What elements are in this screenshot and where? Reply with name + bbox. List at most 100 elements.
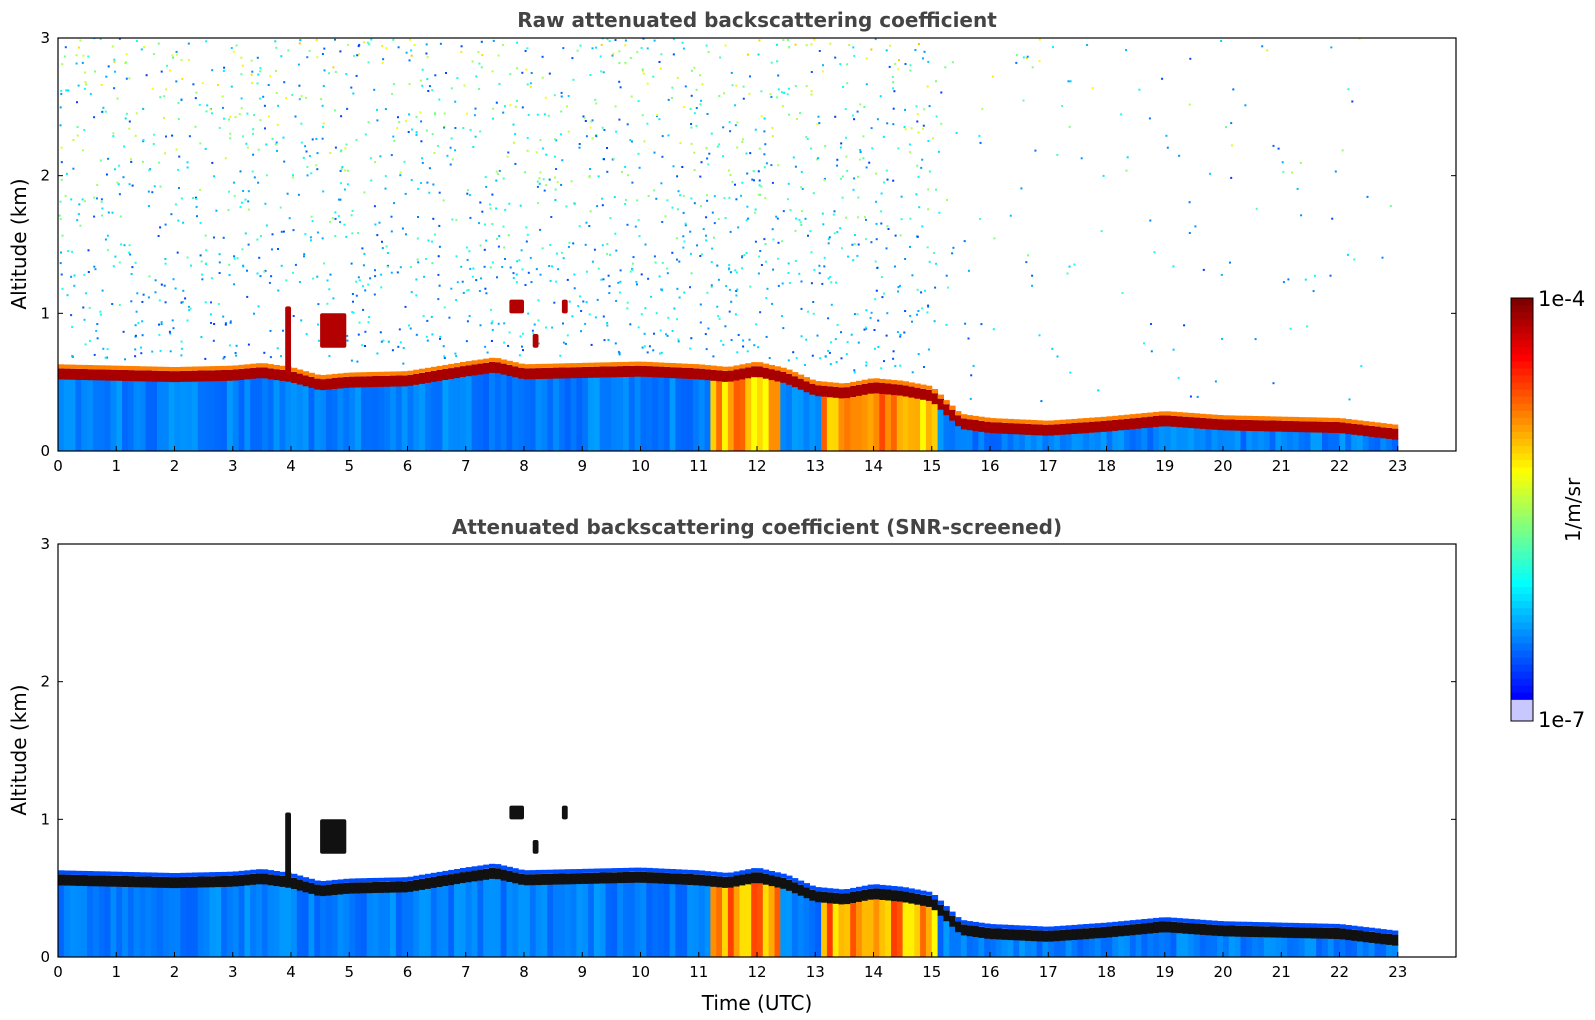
heatmap-cell [902,887,909,892]
x-tick-label: 15 [922,963,941,981]
noise-cell [886,225,889,228]
noise-cell [746,172,749,175]
noise-cell [402,362,405,365]
heatmap-cell [407,370,414,375]
heatmap-cell [1153,416,1160,427]
heatmap-cell [127,885,135,957]
heatmap-cell [244,364,251,369]
heatmap-cell [990,928,997,940]
heatmap-cell [325,388,333,451]
heatmap-cell [477,363,484,375]
noise-cell [345,235,348,238]
noise-cell [233,194,236,197]
heatmap-cell [349,882,356,894]
noise-cell [1300,214,1303,217]
noise-cell [233,29,235,31]
colorbar-max-label: 1e-4 [1538,287,1585,311]
noise-cell [589,210,592,213]
heatmap-cell [838,893,845,905]
noise-cell [269,329,272,332]
noise-cell [315,137,318,140]
noise-cell [735,198,738,201]
noise-cell [392,135,395,138]
heatmap-cell [489,863,496,868]
noise-cell [160,323,163,326]
noise-cell [916,313,918,316]
heatmap-cell [558,869,566,874]
heatmap-cell [162,886,170,957]
noise-cell [269,75,272,78]
noise-cell [603,158,605,161]
noise-cell [690,337,693,340]
heatmap-cell [1193,413,1201,418]
noise-cell [646,47,649,50]
noise-cell [564,342,567,345]
noise-cell [443,306,446,309]
heatmap-cell [1258,429,1265,451]
noise-cell [199,254,202,257]
noise-cell [1091,87,1094,89]
heatmap-cell [1182,922,1189,934]
noise-cell [560,95,563,98]
heatmap-cell [1176,425,1183,451]
noise-cell [514,105,517,108]
heatmap-cell [226,871,234,876]
noise-cell [381,61,384,64]
noise-cell [529,256,532,259]
heatmap-cell [1234,935,1242,957]
noise-cell [909,245,911,248]
noise-cell [180,98,183,101]
noise-cell [77,46,80,49]
noise-cell [856,313,859,316]
heatmap-cell [192,876,199,888]
heatmap-cell [891,393,898,451]
heatmap-cell [104,871,111,876]
noise-cell [355,280,358,283]
heatmap-cell [425,371,432,383]
heatmap-cell [634,881,642,957]
noise-cell [781,240,784,243]
heatmap-cell [797,374,805,379]
noise-cell [886,122,889,125]
noise-cell [432,183,435,186]
heatmap-cell [995,938,1003,957]
noise-cell [497,322,500,325]
heatmap-cell [1228,429,1236,451]
heatmap-cell [226,365,234,370]
panel-screened-title: Attenuated backscattering coefficient (S… [452,515,1062,539]
heatmap-cell [69,884,77,957]
noise-cell [845,216,848,219]
noise-cell [1034,149,1037,152]
noise-cell [710,284,713,287]
noise-cell [979,141,982,144]
heatmap-cell [920,384,927,389]
noise-cell [652,349,655,352]
noise-cell [700,161,703,164]
x-tick-label: 1 [111,457,121,475]
noise-cell [566,105,569,108]
colorbar-strip [1511,354,1533,362]
noise-cell [316,275,319,278]
heatmap-cell [506,871,513,882]
noise-cell [158,299,161,302]
noise-cell [350,86,353,89]
noise-cell [472,267,475,270]
noise-cell [269,356,272,359]
noise-cell [100,84,103,86]
heatmap-cell [1193,919,1201,924]
noise-cell [163,284,166,287]
noise-cell [735,271,738,274]
noise-cell [619,280,622,283]
noise-cell [84,200,86,203]
heatmap-cell [791,372,799,377]
heatmap-cell [850,892,857,903]
heatmap-cell [256,869,263,874]
noise-cell [678,296,681,299]
noise-cell [465,340,468,343]
noise-cell [76,101,78,104]
noise-cell [159,96,162,99]
noise-cell [695,124,698,127]
noise-cell [760,115,763,118]
noise-cell [345,143,348,146]
heatmap-cell [1380,933,1387,945]
